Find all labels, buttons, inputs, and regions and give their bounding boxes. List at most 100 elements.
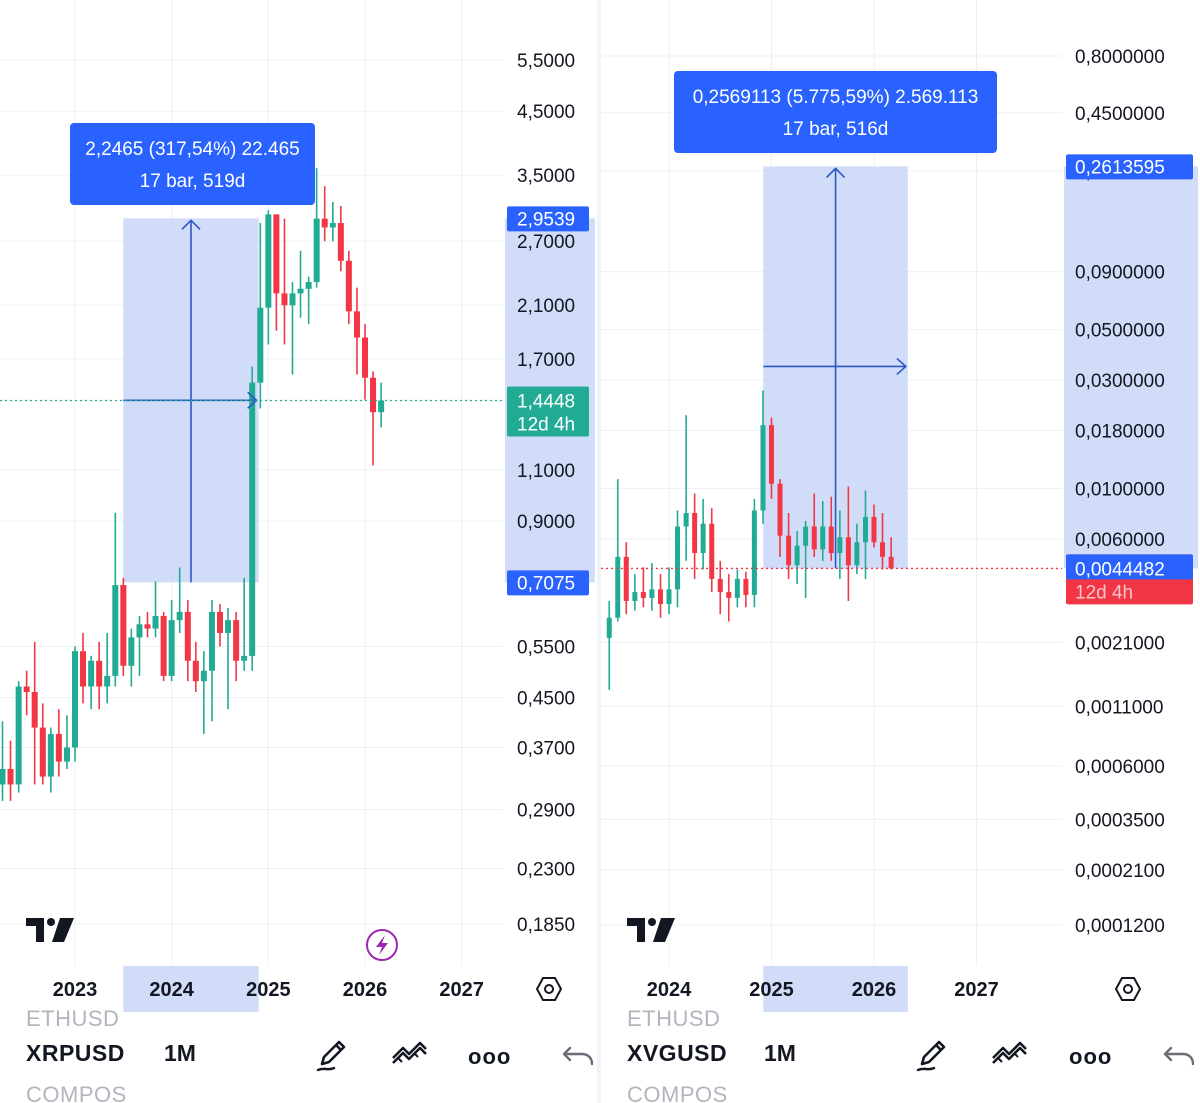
time-axis: 2023 2024 2025 2026 2027 (53, 979, 484, 1001)
more-dots-icon[interactable]: ooo (468, 1044, 512, 1069)
candle-body (55, 734, 62, 762)
candle-body (0, 768, 6, 785)
pen-icon[interactable] (912, 1034, 952, 1074)
more-dots-icon[interactable]: ooo (1069, 1044, 1113, 1069)
candle-body (820, 526, 826, 550)
lightning-circle (366, 929, 398, 961)
settings-center (1123, 984, 1133, 994)
next-symbol[interactable]: COMPOS (627, 1082, 728, 1103)
current-price-badge: 0,0044482 (1075, 559, 1165, 580)
candle-body (23, 686, 30, 692)
settings-icon[interactable] (1114, 977, 1142, 1001)
candle-body (845, 537, 851, 566)
candle (104, 632, 111, 704)
symbol-name[interactable]: XVGUSD (627, 1040, 728, 1066)
candle-body (321, 218, 328, 228)
logo-slash (653, 918, 675, 942)
price-axis-label: 0,0006000 (1075, 757, 1165, 778)
candle-body (233, 620, 240, 661)
tradingview-logo (627, 918, 675, 942)
candle (726, 574, 732, 622)
undo-arrow-icon[interactable] (560, 1034, 597, 1074)
candle-body (136, 624, 143, 638)
previous-symbol[interactable]: ETHUSD (26, 1006, 120, 1031)
measure-high-badge: 0,2613595 (1075, 157, 1165, 178)
candle-body (39, 727, 46, 777)
candle-body (794, 545, 800, 566)
xrpusd-chart[interactable]: 5,5000 4,5000 3,5000 2,7000 2,1000 1,7000 1,10… (0, 0, 597, 1103)
time-axis: 2024 2025 2026 2027 (647, 979, 999, 1001)
price-axis-label: 0,8000000 (1075, 47, 1165, 68)
candle (55, 709, 62, 777)
candle (743, 571, 749, 608)
measure-high-badge-bg (1066, 154, 1193, 180)
xrpusd-chart-panel[interactable]: 5,5000 4,5000 3,5000 2,7000 2,1000 1,7000 1,10… (0, 0, 597, 1103)
candle (200, 651, 207, 735)
candle-body (168, 620, 175, 676)
countdown-badge: 12d 4h (1075, 582, 1133, 603)
candle-body (112, 585, 119, 676)
candle-body (47, 734, 54, 777)
price-axis-label: 1,1000 (517, 461, 575, 482)
next-symbol[interactable]: COMPOS (26, 1082, 127, 1103)
timeframe-button[interactable]: 1M (164, 1040, 196, 1066)
candle-body (200, 670, 207, 682)
chart-line-icon[interactable] (990, 1034, 1030, 1074)
candle (803, 520, 809, 598)
candle (666, 567, 672, 615)
candle-body (120, 585, 127, 666)
candle (837, 510, 843, 579)
logo-stem (36, 918, 44, 942)
xvgusd-chart[interactable]: 0,80000000,45000000,25000000,09000000,05… (601, 0, 1200, 1103)
time-axis-label: 2027 (439, 979, 484, 1001)
undo-arrow-icon[interactable] (1161, 1034, 1200, 1074)
measure-time-band (123, 966, 259, 1012)
tradingview-logo (26, 918, 74, 942)
candle (47, 727, 54, 793)
candle (233, 611, 240, 682)
pen-icon[interactable] (312, 1034, 352, 1074)
current-price-badge-bg (507, 386, 589, 437)
candle (845, 486, 851, 601)
candle (176, 567, 183, 633)
settings-icon[interactable] (535, 977, 563, 1001)
candle (786, 513, 792, 579)
candle-body (378, 400, 385, 413)
measure-arrowhead-right (896, 357, 908, 376)
candle (751, 498, 757, 608)
candle (184, 600, 191, 682)
candle-body (700, 523, 706, 554)
candle-body (632, 592, 638, 601)
xvgusd-chart-panel[interactable]: 0,80000000,45000000,25000000,09000000,05… (601, 0, 1200, 1103)
symbol-name[interactable]: XRPUSD (26, 1040, 125, 1066)
measure-low-badge: 0,7075 (517, 573, 575, 594)
previous-symbol[interactable]: ETHUSD (627, 1006, 721, 1031)
candle-body (777, 483, 783, 536)
candle (120, 577, 127, 676)
candle (811, 493, 817, 557)
lightning-icon[interactable] (366, 929, 398, 961)
current-price-top-bg (1066, 554, 1193, 580)
logo-dot (47, 918, 55, 926)
measure-arrowhead-up (181, 219, 201, 230)
candle-body (760, 425, 766, 511)
timeframe-button[interactable]: 1M (764, 1040, 796, 1066)
candle-body (666, 589, 672, 605)
chart-line-icon[interactable] (390, 1034, 430, 1074)
candle (683, 415, 689, 561)
logo-stem (637, 918, 645, 942)
candles (606, 390, 894, 690)
candle (313, 167, 320, 288)
logo-bar (627, 918, 645, 926)
candle (96, 641, 103, 710)
time-axis-label: 2024 (149, 979, 194, 1001)
candle-body (675, 526, 681, 590)
price-axis-label: 0,4500000 (1075, 104, 1165, 125)
candle (820, 501, 826, 561)
candle (321, 186, 328, 242)
measure-label-box (674, 71, 997, 153)
candle (15, 681, 22, 793)
measure-label-box (70, 123, 315, 205)
candle (888, 537, 894, 570)
candle (623, 542, 629, 615)
